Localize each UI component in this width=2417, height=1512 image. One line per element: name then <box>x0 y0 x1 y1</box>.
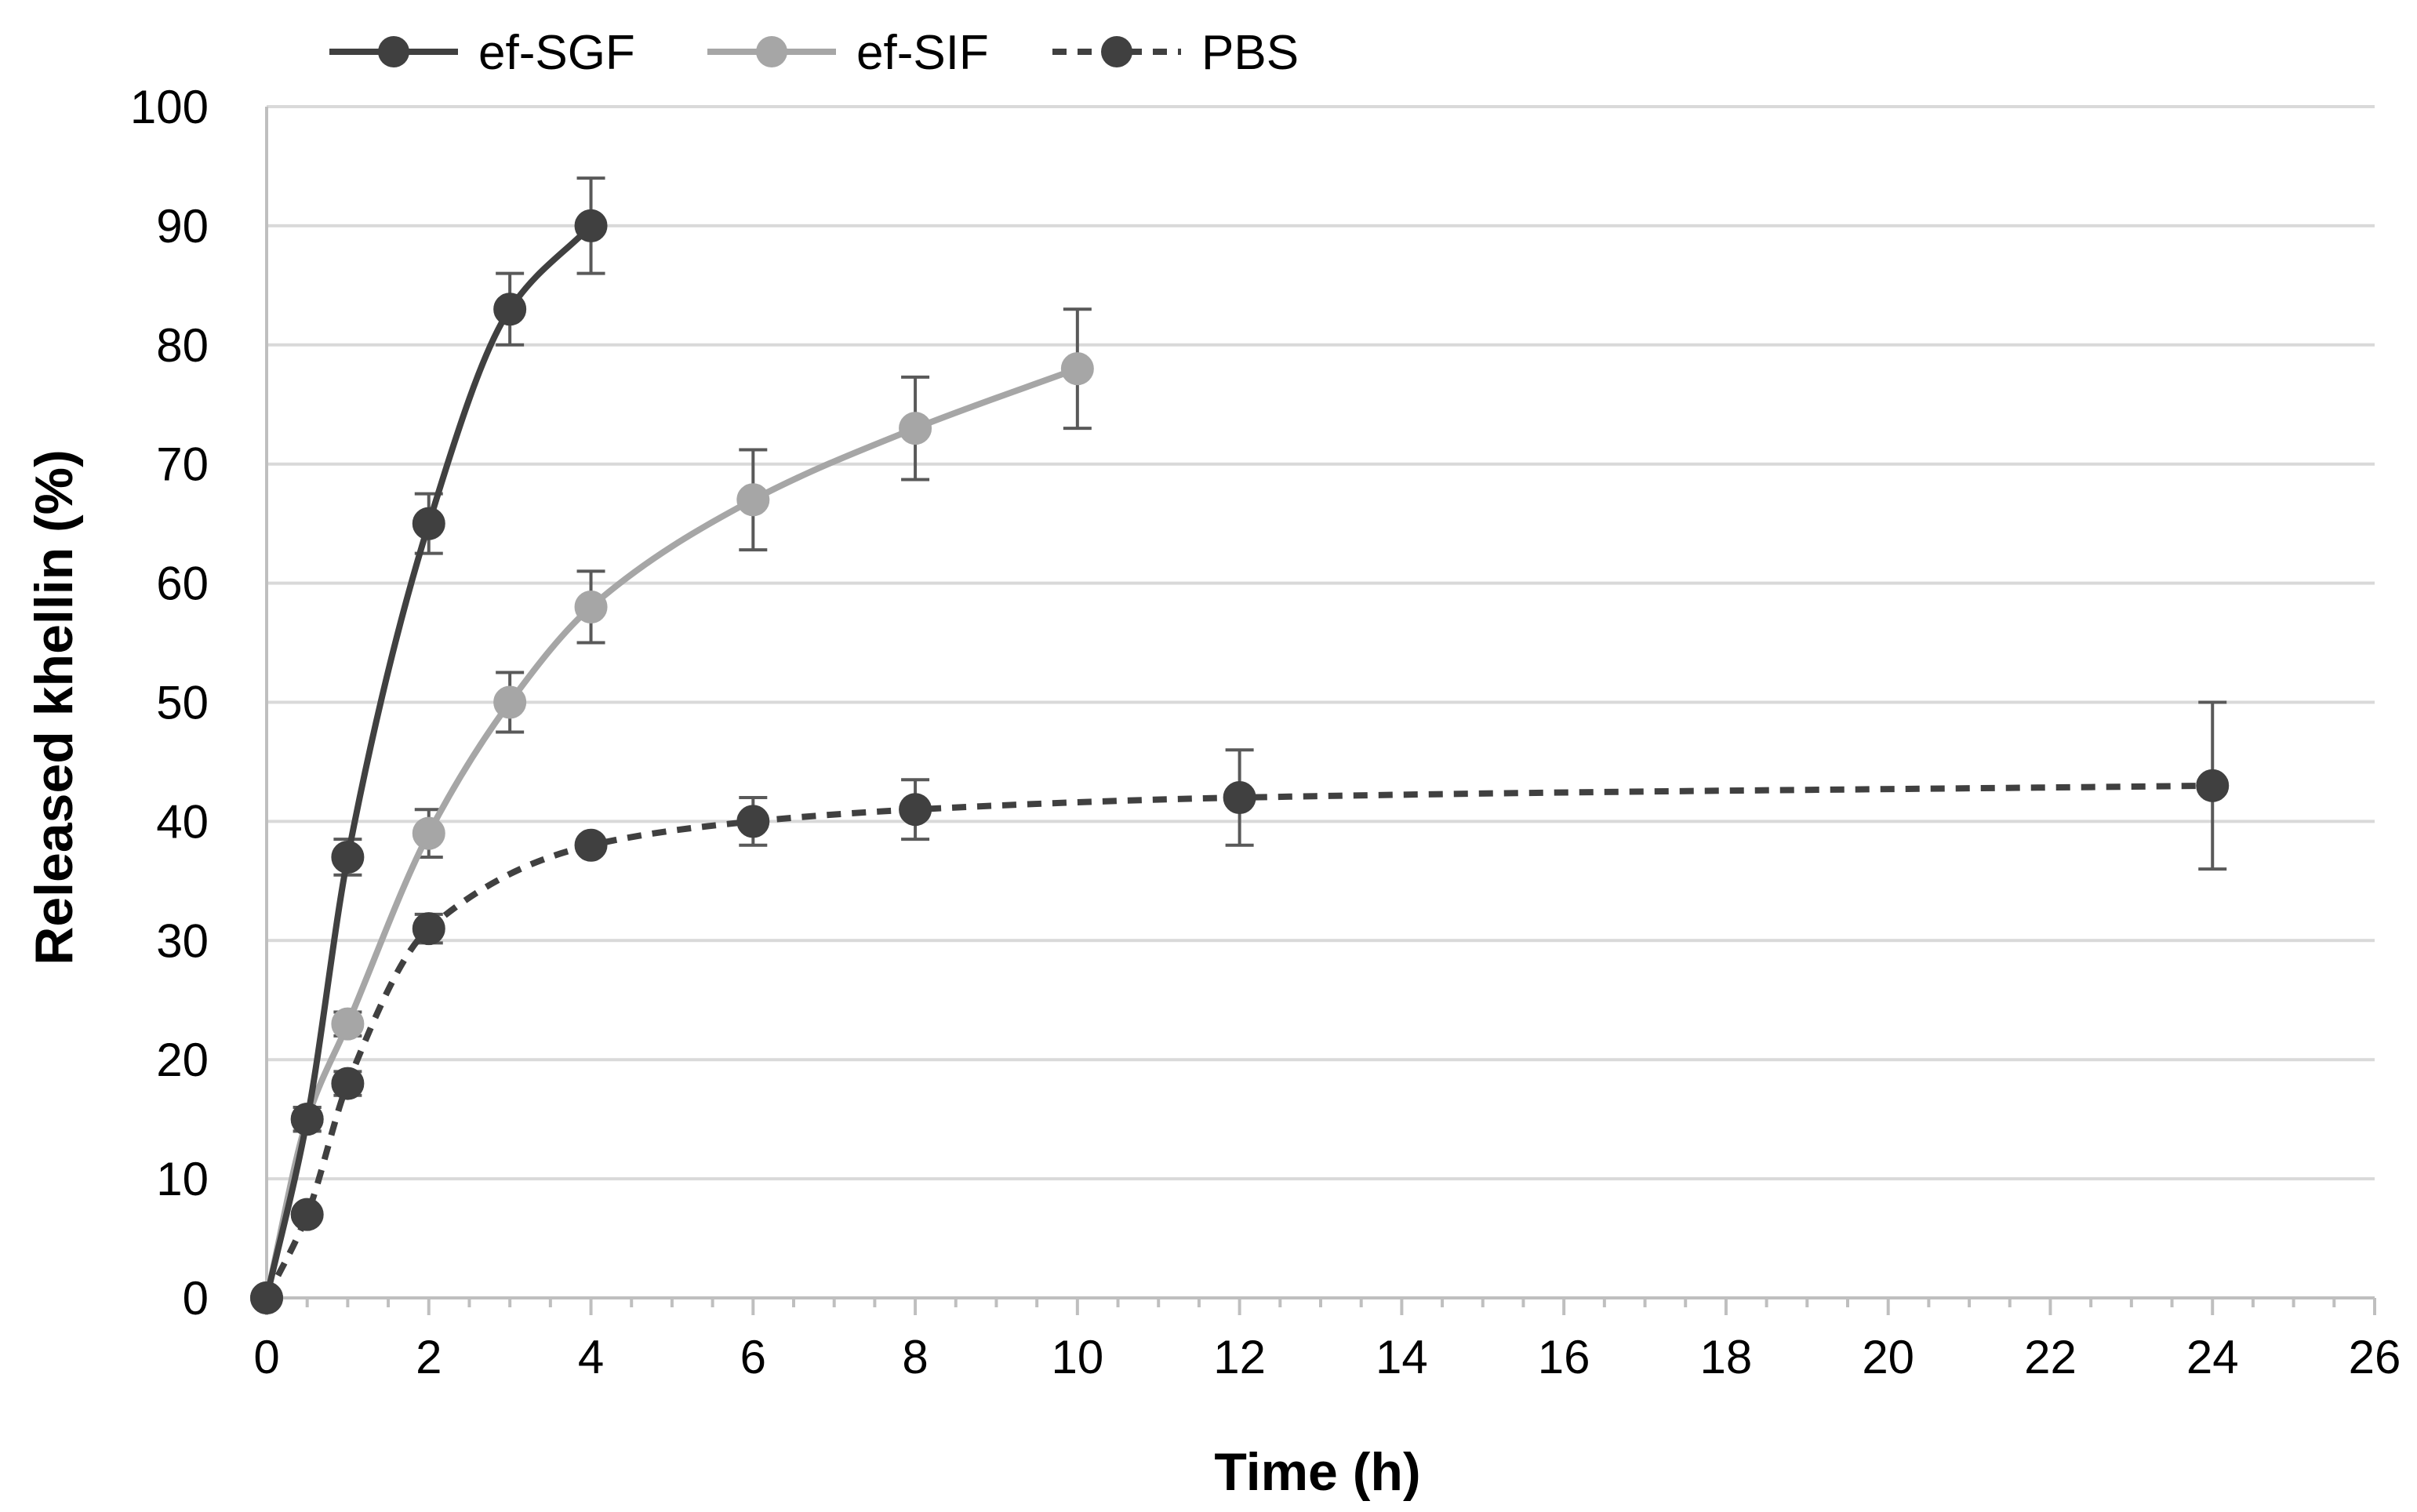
data-point <box>412 507 445 540</box>
series-ef-sgf <box>250 176 608 1314</box>
y-tick-label: 10 <box>156 1153 209 1205</box>
x-tick-label: 8 <box>902 1331 928 1383</box>
data-point <box>2196 769 2230 802</box>
data-point <box>493 685 527 719</box>
legend-label: PBS <box>1201 26 1299 80</box>
x-tick-label: 16 <box>1538 1331 1590 1383</box>
series-line <box>264 782 2213 1299</box>
data-point <box>493 293 527 326</box>
legend-marker <box>378 36 409 67</box>
series <box>250 176 2230 1314</box>
legend-item-pbs: PBS <box>1052 26 1299 80</box>
y-tick-label: 30 <box>156 914 209 967</box>
data-point <box>250 1281 283 1314</box>
series-line <box>264 222 594 1301</box>
x-tick-label: 22 <box>2024 1331 2077 1383</box>
legend-item-ef-sif: ef-SIF <box>707 26 989 80</box>
data-point <box>899 793 932 827</box>
data-point <box>331 840 365 874</box>
legend-item-ef-sgf: ef-SGF <box>329 26 635 80</box>
x-tick-label: 24 <box>2186 1331 2239 1383</box>
x-tick-label: 14 <box>1376 1331 1428 1383</box>
y-axis-title: Released khellin (%) <box>24 449 84 965</box>
x-tick-label: 2 <box>416 1331 442 1383</box>
x-tick-label: 0 <box>253 1331 279 1383</box>
data-point <box>331 1067 365 1100</box>
data-point <box>290 1103 324 1136</box>
series-line <box>264 365 1081 1301</box>
legend-marker <box>756 36 787 67</box>
y-tick-label: 60 <box>156 558 209 610</box>
legend-label: ef-SIF <box>856 26 989 80</box>
x-tick-label: 4 <box>578 1331 604 1383</box>
data-point <box>331 1007 365 1041</box>
y-tick-label: 50 <box>156 677 209 729</box>
y-tick-label: 40 <box>156 795 209 848</box>
x-tick-label: 18 <box>1700 1331 1753 1383</box>
x-tick-label: 12 <box>1213 1331 1266 1383</box>
data-point <box>899 412 932 445</box>
x-tick-label: 6 <box>740 1331 766 1383</box>
data-point <box>1223 781 1256 815</box>
data-point <box>412 816 445 850</box>
data-point <box>574 828 608 862</box>
legend-marker <box>1101 36 1132 67</box>
data-point <box>574 590 608 623</box>
data-point <box>574 209 608 242</box>
tick-labels: 0 2 4 6 8 10 12 14 16 18 20 22 24 2601020304050607080… <box>130 81 2401 1383</box>
data-point <box>412 912 445 946</box>
y-tick-label: 0 <box>183 1272 209 1325</box>
x-axis-title: Time (h) <box>1214 1442 1420 1502</box>
data-point <box>736 805 770 838</box>
y-tick-label: 80 <box>156 319 209 372</box>
y-tick-label: 20 <box>156 1034 209 1086</box>
x-tick-label: 26 <box>2349 1331 2401 1383</box>
x-tick-label: 20 <box>1862 1331 1914 1383</box>
series-pbs <box>250 700 2230 1314</box>
series-ef-sif <box>250 307 1094 1314</box>
data-point <box>1060 352 1094 386</box>
x-tick-label: 10 <box>1051 1331 1103 1383</box>
y-tick-label: 100 <box>130 81 209 133</box>
y-tick-label: 70 <box>156 438 209 491</box>
data-point <box>290 1198 324 1231</box>
data-point <box>736 483 770 517</box>
legend: ef-SGF ef-SIF PBS <box>329 26 1299 80</box>
y-tick-label: 90 <box>156 200 209 253</box>
legend-label: ef-SGF <box>478 26 635 80</box>
axes <box>265 107 2376 1315</box>
